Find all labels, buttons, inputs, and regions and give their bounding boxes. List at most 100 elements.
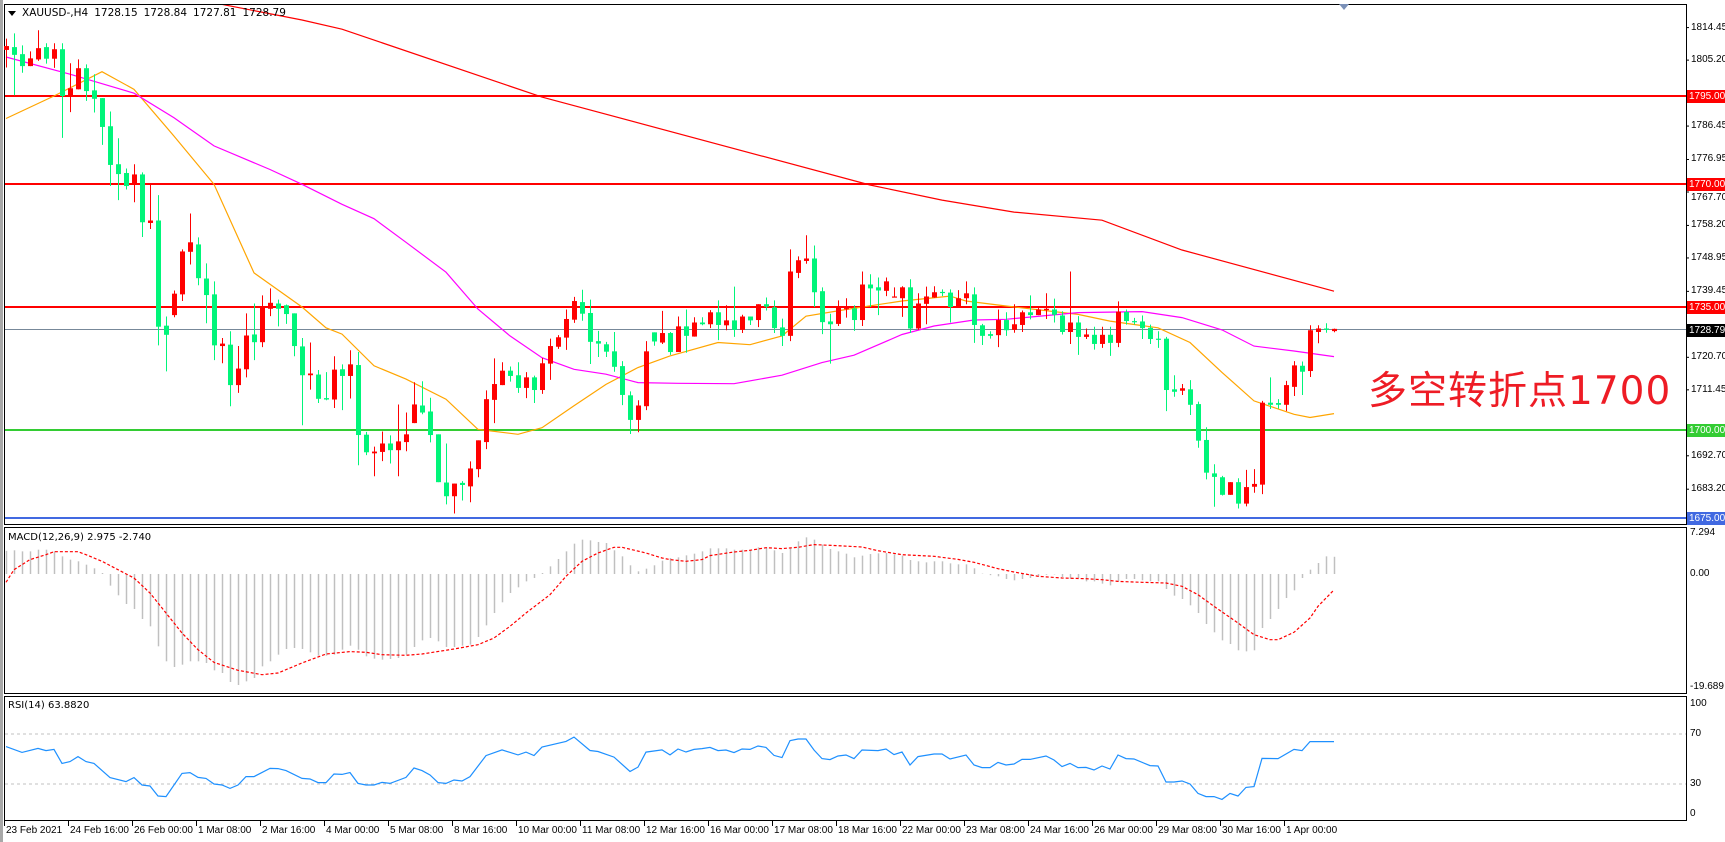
time-axis-label: 2 Mar 16:00	[262, 825, 316, 836]
candle-body	[1188, 389, 1193, 405]
candle-body	[500, 370, 505, 386]
candle	[1140, 315, 1145, 340]
candle-body	[292, 313, 297, 347]
candle	[1244, 469, 1249, 507]
candle	[444, 443, 449, 505]
candle-body	[244, 335, 249, 370]
candle	[748, 316, 753, 325]
candle	[1004, 312, 1009, 336]
candle-body	[1020, 312, 1025, 325]
candle	[1012, 304, 1017, 333]
candle-body	[644, 351, 649, 407]
candle-body	[1100, 334, 1105, 344]
candle	[372, 446, 377, 477]
candle	[364, 431, 369, 456]
macd-indicator	[5, 537, 1336, 685]
candle-body	[148, 220, 153, 223]
candle	[380, 431, 385, 462]
candle	[1260, 400, 1265, 495]
candle	[156, 195, 161, 346]
candle	[1276, 399, 1281, 409]
symbol-menu-triangle-icon[interactable]	[8, 10, 16, 16]
candle	[604, 341, 609, 357]
candle-body	[212, 294, 217, 346]
candle	[972, 287, 977, 343]
candles	[4, 30, 1337, 514]
annotation-text: 多空转折点1700	[1368, 369, 1672, 414]
candle	[236, 346, 241, 393]
candle	[828, 313, 833, 364]
candle	[268, 288, 273, 317]
candle	[148, 184, 153, 229]
candle	[1332, 328, 1337, 333]
macd-axis-label: 7.294	[1690, 527, 1716, 538]
candle-body	[340, 369, 345, 376]
candle	[124, 168, 129, 190]
candle-body	[1084, 334, 1089, 337]
candle-body	[1068, 322, 1073, 332]
candle	[740, 314, 745, 334]
level-tag-1795.00: 1795.00	[1687, 90, 1725, 103]
candle-body	[396, 441, 401, 451]
candle	[1084, 328, 1089, 340]
candle	[948, 289, 953, 323]
candle	[684, 309, 689, 353]
main-panel-border	[4, 4, 1687, 525]
candle	[796, 256, 801, 279]
candle-body	[1148, 327, 1153, 340]
candle-body	[524, 377, 529, 388]
candle-body	[84, 68, 89, 92]
candle	[20, 45, 25, 73]
chart-header: XAUUSD-,H4 1728.15 1728.84 1727.81 1728.79	[8, 7, 292, 19]
candle	[964, 281, 969, 305]
time-axis-label: 16 Mar 00:00	[710, 825, 769, 836]
candle-body	[44, 47, 49, 59]
candle	[1196, 401, 1201, 448]
candle	[540, 358, 545, 394]
chart-shift-marker[interactable]	[1339, 4, 1349, 10]
candle-body	[492, 384, 497, 400]
candle	[956, 290, 961, 308]
candle-body	[388, 443, 393, 451]
candle-body	[332, 369, 337, 400]
candle	[1132, 317, 1137, 325]
candle	[228, 331, 233, 407]
current-price-tag: 1728.79	[1687, 323, 1725, 337]
time-axis-label: 12 Mar 16:00	[646, 825, 705, 836]
moving-average-line-3	[222, 5, 1335, 292]
candle-body	[756, 304, 761, 321]
candle-body	[772, 307, 777, 329]
candle	[1180, 384, 1185, 395]
candle-body	[1164, 338, 1169, 391]
candle	[556, 335, 561, 349]
candle	[1204, 427, 1209, 480]
candle-body	[20, 54, 25, 67]
candle-body	[684, 326, 689, 336]
candle	[204, 263, 209, 324]
candle	[988, 331, 993, 339]
candle-body	[860, 284, 865, 321]
candle-body	[76, 68, 81, 90]
candle-body	[12, 47, 17, 55]
candle-body	[956, 298, 961, 307]
candle	[1076, 316, 1081, 355]
candle-body	[308, 373, 313, 376]
candle-body	[1332, 328, 1337, 332]
candle	[692, 317, 697, 337]
macd-axis-label: 0.00	[1690, 568, 1710, 579]
candle-body	[804, 258, 809, 261]
time-axis-label: 4 Mar 00:00	[326, 825, 380, 836]
candle	[500, 362, 505, 386]
candle	[284, 304, 289, 324]
candle-body	[764, 304, 769, 307]
candle	[1228, 482, 1233, 495]
candle	[68, 63, 73, 113]
candle	[716, 300, 721, 341]
candle-body	[412, 404, 417, 424]
candle-body	[476, 440, 481, 470]
candle	[676, 316, 681, 353]
candle-body	[1252, 483, 1257, 487]
candle-body	[636, 405, 641, 420]
candle-body	[116, 164, 121, 175]
